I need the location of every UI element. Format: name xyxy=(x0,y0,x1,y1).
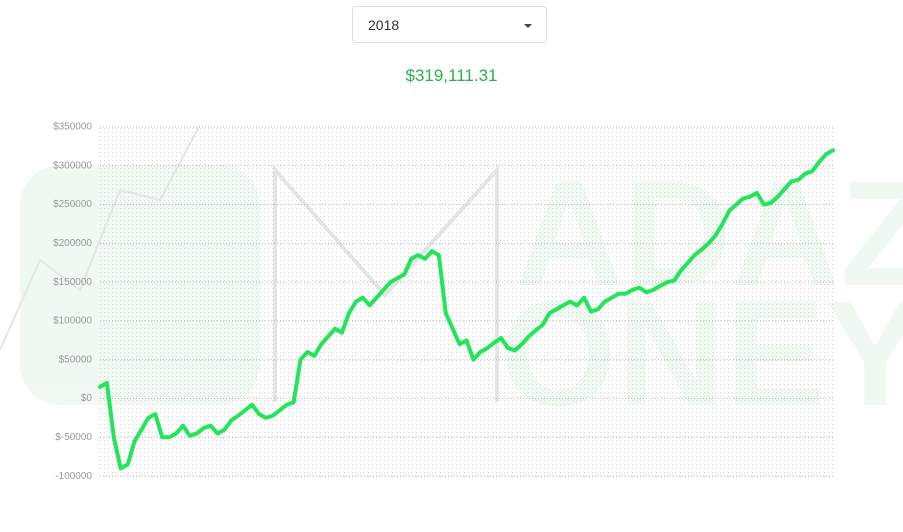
y-tick-label: -100000 xyxy=(55,471,92,482)
y-tick-label: $100000 xyxy=(53,316,92,327)
y-tick-label: $-50000 xyxy=(55,432,92,443)
y-tick-label: $50000 xyxy=(59,354,93,365)
data-line xyxy=(98,148,835,471)
y-tick-label: $150000 xyxy=(53,277,92,288)
plot-background xyxy=(100,127,835,480)
year-dropdown[interactable]: 2018 xyxy=(352,6,547,43)
dropdown-value: 2018 xyxy=(368,17,400,33)
y-tick-label: $200000 xyxy=(53,238,92,249)
total-amount: $319,111.31 xyxy=(405,66,498,85)
y-tick-label: $0 xyxy=(81,393,93,404)
y-tick-label: $300000 xyxy=(53,160,92,171)
y-tick-label: $350000 xyxy=(53,122,92,133)
y-tick-label: $250000 xyxy=(53,199,92,210)
dropdown-caret xyxy=(524,24,532,28)
